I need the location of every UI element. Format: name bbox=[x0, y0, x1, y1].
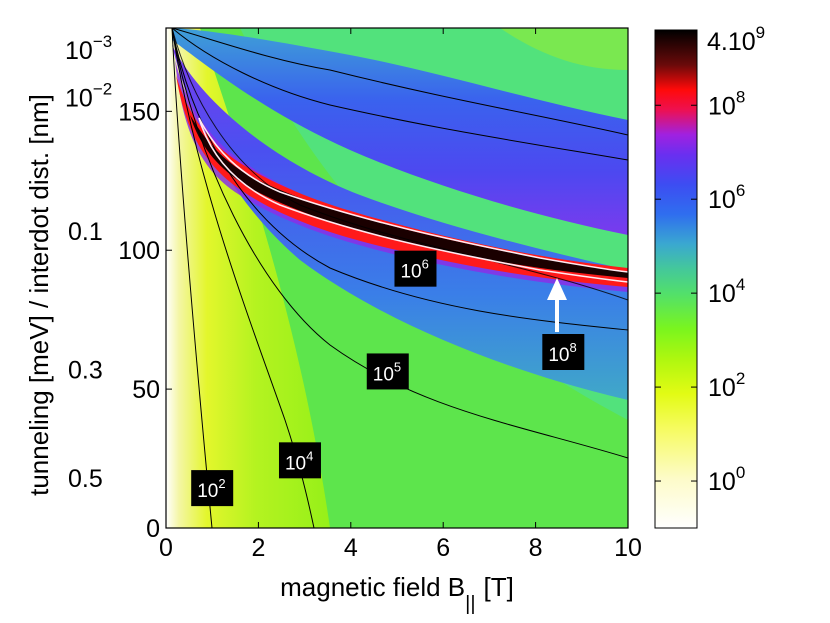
colorbar-max-label-base: 4.10 bbox=[707, 28, 756, 56]
contour-label-box bbox=[366, 353, 409, 390]
contour-line-1e2 bbox=[171, 28, 213, 528]
colorbar-tick-label-4: 104 bbox=[708, 275, 745, 308]
contour-label-4: 104 bbox=[278, 442, 321, 479]
contour-label-base: 10 bbox=[548, 345, 569, 366]
y-axis-nm-tick-labels: 0 50 100 150 bbox=[118, 98, 172, 543]
contour-label-exp: 8 bbox=[569, 340, 576, 355]
y-tick-label-mev-base: 0.3 bbox=[68, 357, 103, 385]
y-tick-label-nm-100: 100 bbox=[118, 237, 160, 265]
contour-line-upper-1 bbox=[171, 28, 628, 161]
colorbar-max-label: 4.109 bbox=[707, 23, 765, 56]
contour-label-text: 108 bbox=[548, 340, 576, 366]
colorbar-tick-label-base: 10 bbox=[708, 186, 736, 214]
x-axis-label-text: magnetic field B bbox=[280, 572, 465, 602]
contour-line-upper-3 bbox=[171, 28, 628, 301]
contour-label-box bbox=[191, 470, 234, 507]
y-tick-label-mev-base: 0.1 bbox=[68, 218, 103, 246]
colorbar-tick-label-0: 100 bbox=[708, 463, 745, 496]
x-tick-label-2: 2 bbox=[251, 534, 265, 562]
y-tick-label-nm-50: 50 bbox=[132, 376, 160, 404]
y-tick-label-nm-0: 0 bbox=[146, 515, 160, 543]
contour-label-exp: 6 bbox=[422, 257, 429, 272]
colorbar-tick-label-6: 106 bbox=[708, 181, 745, 214]
contour-label-box bbox=[394, 250, 437, 287]
contour-label-exp: 4 bbox=[306, 448, 313, 463]
x-axis-label: magnetic field B|| [T] bbox=[280, 572, 514, 615]
colorbar-max-label-exp: 9 bbox=[756, 23, 765, 42]
y-axis-label: tunneling [meV] / interdot dist. [nm] bbox=[24, 94, 54, 496]
contour-lines bbox=[171, 28, 628, 528]
y-tick-label-mev-base: 10 bbox=[65, 84, 93, 112]
y-axis-mev-tick-labels: 0.50.30.110−210−3 bbox=[65, 32, 112, 493]
y-tick-label-mev-−3: 10−3 bbox=[65, 32, 112, 65]
colorbar-fill bbox=[654, 29, 698, 529]
contour-label-base: 10 bbox=[400, 262, 421, 283]
x-tick-label-10: 10 bbox=[614, 534, 642, 562]
contour-line-1e6 bbox=[171, 28, 628, 331]
x-tick-label-8: 8 bbox=[529, 534, 543, 562]
heatmap-top-green-region bbox=[500, 28, 628, 70]
colorbar-tick-label-exp: 6 bbox=[736, 181, 745, 200]
contour-label-6: 106 bbox=[394, 250, 437, 287]
y-tick-label-mev-−2: 10−2 bbox=[65, 79, 112, 112]
contour-label-text: 104 bbox=[285, 448, 313, 474]
ridge-arrow-head bbox=[547, 278, 567, 300]
y-tick-label-mev-base: 10 bbox=[65, 37, 93, 65]
colorbar-tick-label-8: 108 bbox=[708, 87, 745, 120]
contour-label-base: 10 bbox=[373, 364, 394, 385]
x-axis-ticks bbox=[165, 28, 629, 528]
contour-label-box bbox=[278, 442, 321, 479]
y-tick-label-nm-150: 150 bbox=[118, 98, 160, 126]
colorbar-tick-label-2: 102 bbox=[708, 369, 745, 402]
x-tick-label-6: 6 bbox=[436, 534, 450, 562]
contour-label-2: 102 bbox=[191, 470, 234, 507]
contour-line-1e8 bbox=[198, 117, 628, 273]
colorbar-tick-label-exp: 4 bbox=[736, 275, 745, 294]
contour-label-base: 10 bbox=[285, 453, 306, 474]
contour-label-text: 106 bbox=[400, 257, 428, 283]
contour-label-exp: 5 bbox=[394, 359, 401, 374]
colorbar-tick-label-exp: 8 bbox=[736, 87, 745, 106]
x-axis-label-subscript: || bbox=[465, 593, 475, 615]
colorbar-tick-label-base: 10 bbox=[708, 92, 736, 120]
contour-line-1e5 bbox=[171, 28, 628, 459]
x-tick-label-0: 0 bbox=[159, 534, 173, 562]
contour-label-base: 10 bbox=[197, 481, 218, 502]
plot-frame bbox=[165, 27, 629, 529]
ridge-arrow bbox=[547, 278, 567, 332]
contour-label-5: 105 bbox=[366, 353, 409, 390]
x-axis-label-unit: [T] bbox=[484, 572, 514, 602]
y-tick-label-mev-0.1: 0.1 bbox=[68, 218, 103, 246]
contour-label-exp: 2 bbox=[218, 476, 225, 491]
contour-label-box bbox=[542, 334, 585, 370]
contour-line-upper-2 bbox=[171, 28, 628, 136]
contour-label-8: 108 bbox=[542, 334, 585, 370]
x-axis-tick-labels: 0 2 4 6 8 10 bbox=[159, 534, 642, 562]
y-tick-label-mev-exp: −2 bbox=[93, 79, 112, 98]
colorbar-tick-label-exp: 2 bbox=[736, 369, 745, 388]
contour-line-1e4 bbox=[171, 28, 315, 528]
colorbar-tick-label-base: 10 bbox=[708, 374, 736, 402]
colorbar-tick-label-exp: 0 bbox=[736, 463, 745, 482]
x-tick-label-4: 4 bbox=[344, 534, 358, 562]
heatmap-black-ridge-core bbox=[190, 115, 628, 278]
colorbar-tick-label-base: 10 bbox=[708, 280, 736, 308]
heatmap-blue-band-upper bbox=[172, 28, 628, 235]
contour-label-text: 105 bbox=[373, 359, 401, 385]
y-tick-label-mev-0.3: 0.3 bbox=[68, 357, 103, 385]
contour-line-1e8-lower bbox=[198, 117, 628, 283]
y-tick-label-mev-base: 0.5 bbox=[68, 465, 103, 493]
colorbar-tick-label-base: 10 bbox=[708, 468, 736, 496]
heatmap-blue-band-lower bbox=[172, 45, 628, 400]
y-tick-label-mev-0.5: 0.5 bbox=[68, 465, 103, 493]
y-tick-label-mev-exp: −3 bbox=[93, 32, 112, 51]
contour-label-text: 102 bbox=[197, 476, 225, 502]
